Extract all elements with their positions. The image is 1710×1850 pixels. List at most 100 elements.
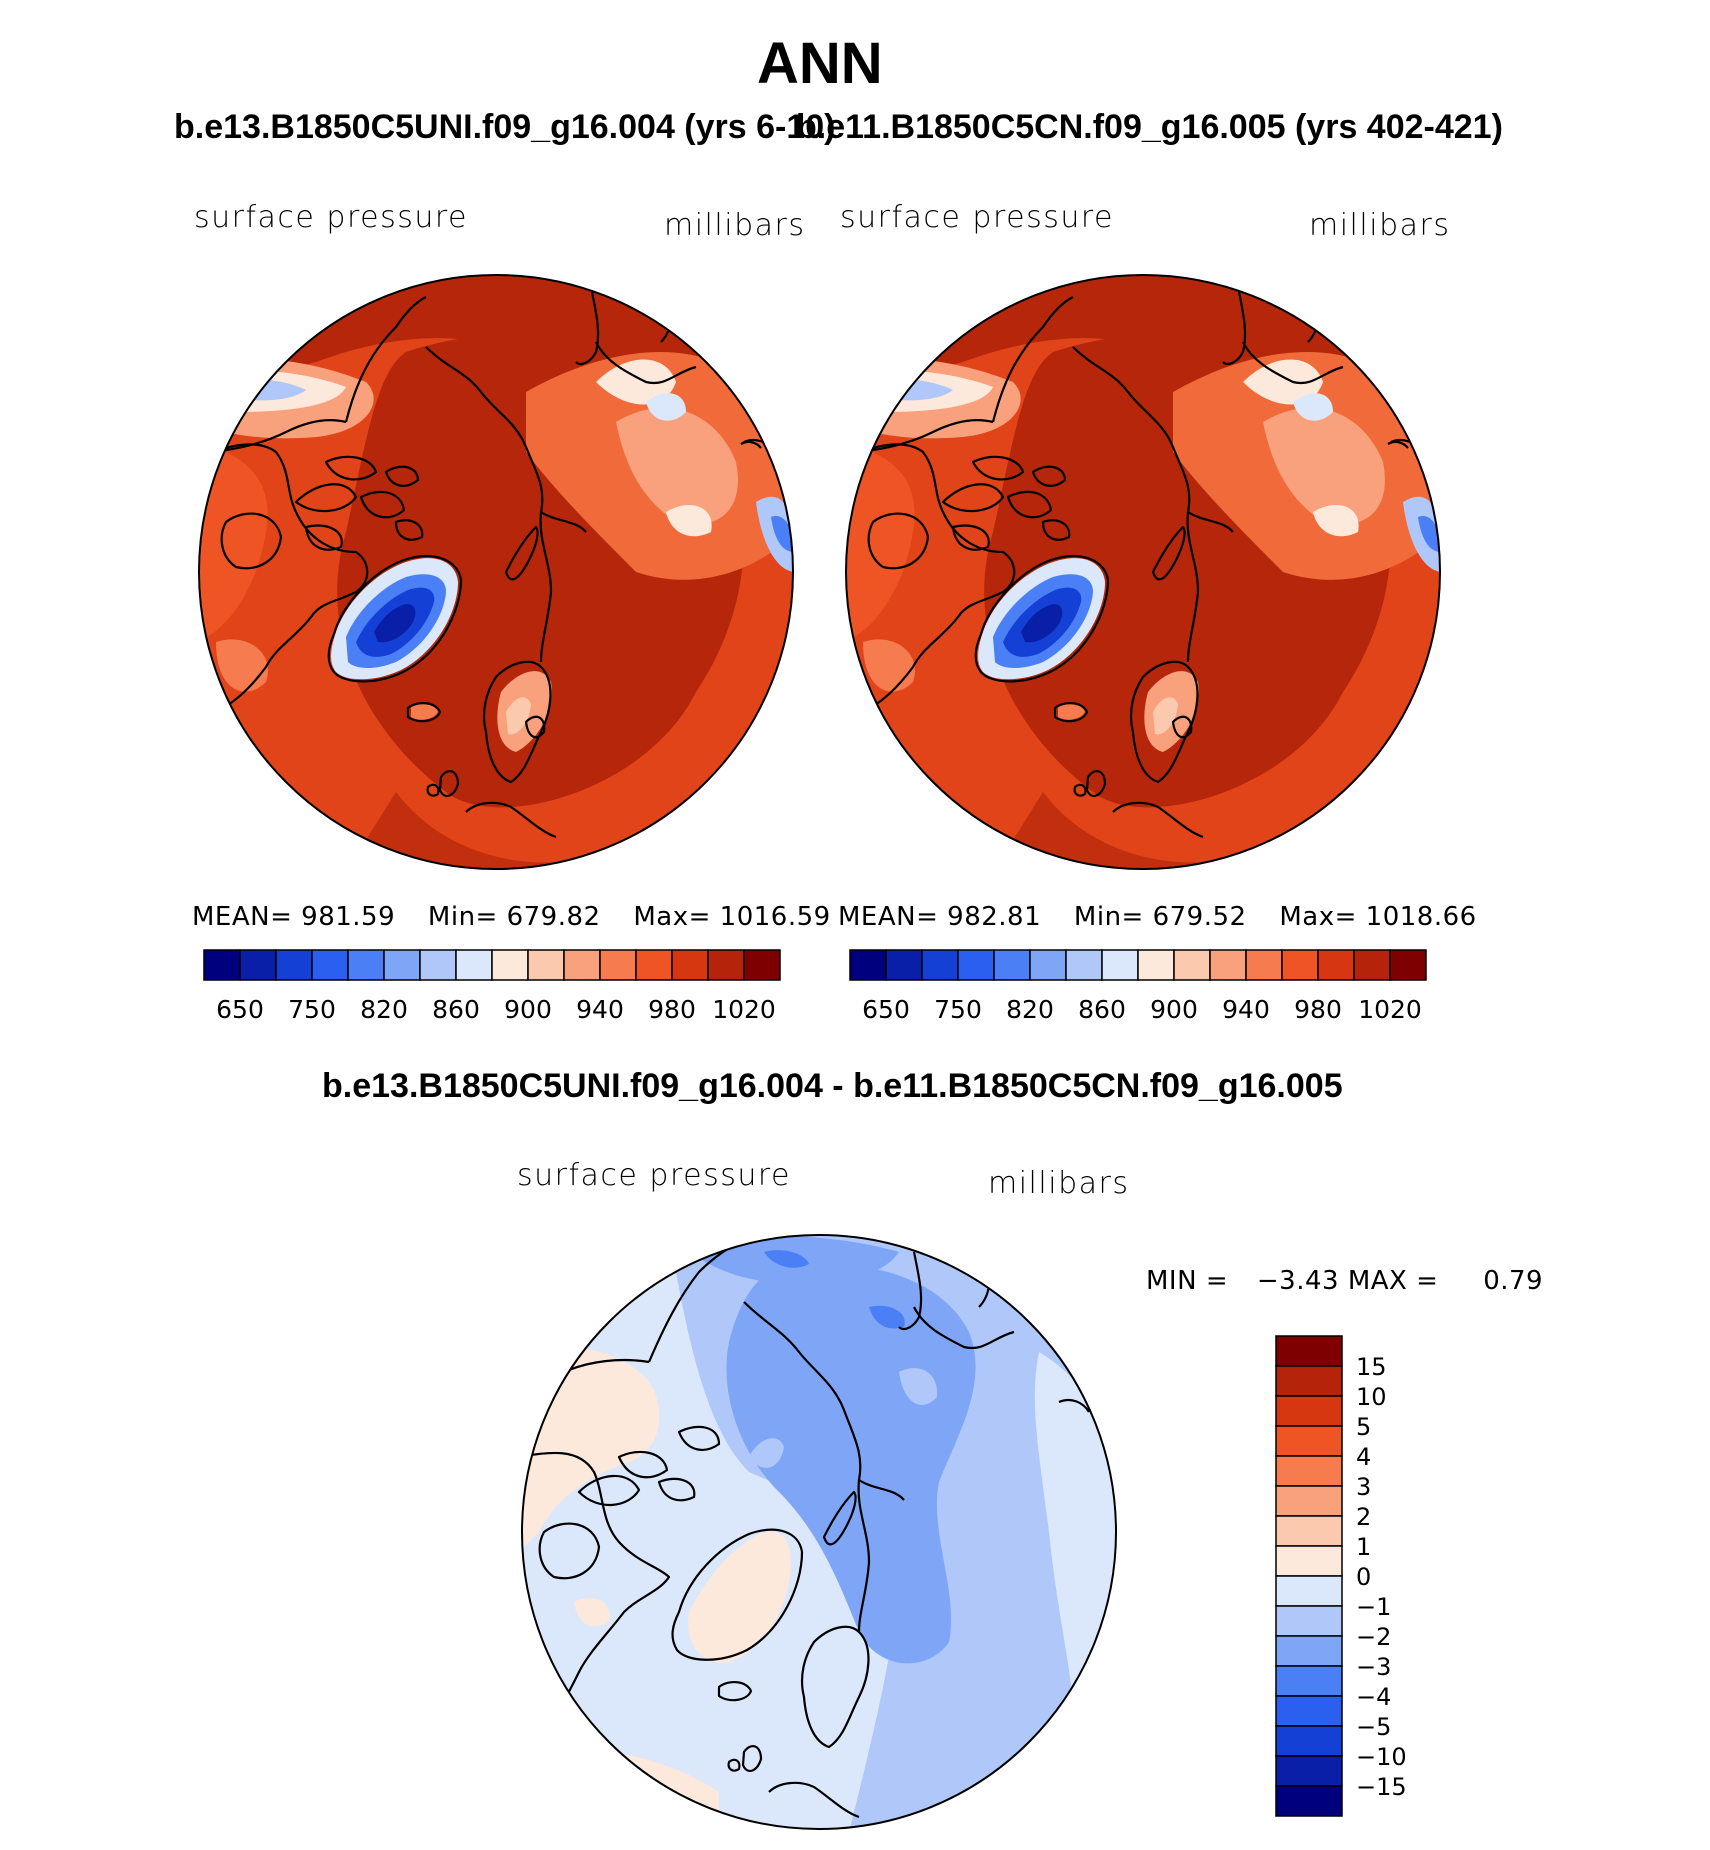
diff-colorbar-tick: 10: [1356, 1383, 1387, 1411]
panel1-colorbar-swatch: [311, 949, 349, 981]
panel2-colorbar-swatch: [1209, 949, 1247, 981]
panel1-colorbar-swatch: [347, 949, 385, 981]
panel2-colorbar-swatch: [1245, 949, 1283, 981]
panel2-mean-label: MEAN=: [838, 902, 939, 932]
diff-colorbar-tick: −5: [1356, 1713, 1391, 1741]
diff-min-value: −3.43: [1256, 1266, 1340, 1296]
diff-colorbar-tick: −4: [1356, 1683, 1391, 1711]
panel1-stats: MEAN= 981.59 Min= 679.82 Max= 1016.59: [192, 902, 831, 932]
diff-colorbar-swatch: [1275, 1395, 1343, 1427]
diff-colorbar-tick: 15: [1356, 1353, 1387, 1381]
panel2-colorbar-swatch: [921, 949, 959, 981]
diff-max-value: 0.79: [1483, 1266, 1544, 1296]
diff-max-label: MAX =: [1347, 1266, 1439, 1296]
diff-colorbar-tick: 5: [1356, 1413, 1371, 1441]
diff-colorbar-tick: 3: [1356, 1473, 1371, 1501]
diff-units-label: millibars: [988, 1166, 1130, 1201]
diff-colorbar-swatch: [1275, 1365, 1343, 1397]
panel1-colorbar-swatch: [455, 949, 493, 981]
panel2-colorbar-swatch: [849, 949, 887, 981]
panel1-colorbar-swatch: [527, 949, 565, 981]
panel2-colorbar-tick: 820: [1006, 995, 1054, 1024]
panel2-min-value: 679.52: [1152, 902, 1247, 932]
panel1-colorbar-tick: 650: [216, 995, 264, 1024]
panel2-colorbar-tick: 1020: [1358, 995, 1422, 1024]
panel2-colorbar-swatch: [1353, 949, 1391, 981]
panel1-colorbar-swatch: [203, 949, 241, 981]
diff-colorbar-swatch: [1275, 1695, 1343, 1727]
panel2-variable-label: surface pressure: [840, 200, 1114, 235]
diff-colorbar-swatch: [1275, 1665, 1343, 1697]
panel1-max-label: Max=: [633, 902, 711, 932]
panel1-colorbar-swatch: [275, 949, 313, 981]
diff-stats: MIN = −3.43 MAX = 0.79: [1146, 1266, 1543, 1296]
panel2-colorbar-swatch: [1137, 949, 1175, 981]
panel2-max-label: Max=: [1279, 902, 1357, 932]
panel1-colorbar-swatch: [635, 949, 673, 981]
panel2-colorbar-tick: 860: [1078, 995, 1126, 1024]
panel2-colorbar-tick: 750: [934, 995, 982, 1024]
panel1-colorbar-tick: 750: [288, 995, 336, 1024]
panel2-colorbar-tick: 650: [862, 995, 910, 1024]
panel2-stats: MEAN= 982.81 Min= 679.52 Max= 1018.66: [838, 902, 1477, 932]
panel2-mean-value: 982.81: [947, 902, 1042, 932]
panel1-colorbar-tick: 900: [504, 995, 552, 1024]
panel1-colorbar-swatch: [743, 949, 781, 981]
panel1-colorbar-swatch: [563, 949, 601, 981]
panel2-colorbar-swatch: [885, 949, 923, 981]
diff-colorbar-swatch: [1275, 1605, 1343, 1637]
panel1-colorbar-swatch: [383, 949, 421, 981]
panel2-max-value: 1018.66: [1365, 902, 1477, 932]
case2-title: b.e11.B1850C5CN.f09_g16.005 (yrs 402-421…: [796, 108, 1503, 146]
diff-colorbar-swatch: [1275, 1335, 1343, 1367]
panel2-colorbar-tick: 980: [1294, 995, 1342, 1024]
panel1-colorbar-tick: 1020: [712, 995, 776, 1024]
panel1-colorbar-swatch: [599, 949, 637, 981]
panel1-mean-value: 981.59: [301, 902, 396, 932]
panel1-min-label: Min=: [427, 902, 498, 932]
diff-colorbar-swatch: [1275, 1425, 1343, 1457]
panel1-colorbar: 650 750 820 860 900 940 980 1020: [203, 949, 781, 1024]
panel2-colorbar-swatch: [1101, 949, 1139, 981]
panel1-colorbar-swatch: [671, 949, 709, 981]
panel2-colorbar-swatch: [1389, 949, 1427, 981]
panel2-colorbar-swatch: [1281, 949, 1319, 981]
diff-colorbar-swatch: [1275, 1785, 1343, 1817]
diff-colorbar-swatch: [1275, 1545, 1343, 1577]
panel1-colorbar-tick: 860: [432, 995, 480, 1024]
panel2-colorbar-swatch: [1317, 949, 1355, 981]
diff-min-label: MIN =: [1146, 1266, 1229, 1296]
page-title: ANN: [757, 31, 883, 96]
panel2-units-label: millibars: [1309, 208, 1451, 243]
panel1-max-value: 1016.59: [719, 902, 831, 932]
diff-colorbar-tick: −15: [1356, 1773, 1407, 1801]
panel1-colorbar-swatch: [419, 949, 457, 981]
panel1-colorbar-swatch: [491, 949, 529, 981]
panel1-min-value: 679.82: [506, 902, 601, 932]
diff-colorbar-swatch: [1275, 1755, 1343, 1787]
diff-colorbar-tick: −2: [1356, 1623, 1391, 1651]
diff-variable-label: surface pressure: [517, 1158, 791, 1193]
panel2-colorbar-swatch: [957, 949, 995, 981]
panel2-polar-map: [845, 274, 1441, 870]
panel2-min-label: Min=: [1073, 902, 1144, 932]
panel1-colorbar-tick: 940: [576, 995, 624, 1024]
panel2-colorbar-swatch: [993, 949, 1031, 981]
diff-colorbar-tick: 0: [1356, 1563, 1371, 1591]
panel1-polar-map: [198, 274, 794, 870]
diff-colorbar-tick: −3: [1356, 1653, 1391, 1681]
diff-colorbar-tick: −1: [1356, 1593, 1391, 1621]
panel2-colorbar-swatch: [1029, 949, 1067, 981]
panel1-mean-label: MEAN=: [192, 902, 293, 932]
diff-colorbar-swatch: [1275, 1515, 1343, 1547]
diff-polar-map: [521, 1234, 1117, 1830]
panel2-colorbar-swatch: [1173, 949, 1211, 981]
diff-colorbar-swatch: [1275, 1575, 1343, 1607]
diff-colorbar-tick: 4: [1356, 1443, 1371, 1471]
diff-colorbar-tick: 1: [1356, 1533, 1371, 1561]
diff-colorbar-tick: −10: [1356, 1743, 1407, 1771]
panel1-colorbar-swatch: [239, 949, 277, 981]
diff-colorbar-swatch: [1275, 1485, 1343, 1517]
panel1-variable-label: surface pressure: [194, 200, 468, 235]
